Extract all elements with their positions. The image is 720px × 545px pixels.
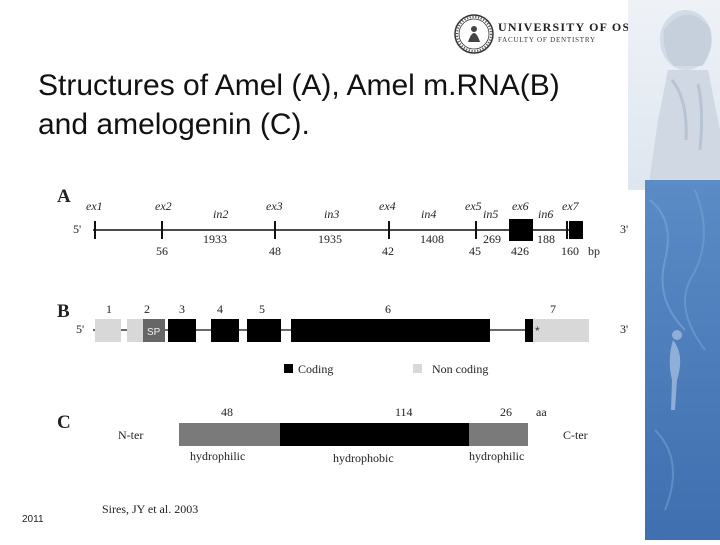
label-ex3: ex3 [266,199,283,213]
exon-2-tick [161,221,163,239]
exon-6-coding [291,319,490,342]
panel-a-5prime: 5' [73,222,81,236]
statue-decoration-icon [628,0,720,190]
exon-1-tick [94,221,96,239]
size-in3: 1935 [318,232,342,246]
hydrophilic-n-domain [179,423,280,446]
exon-5-tick [475,221,477,239]
legend-coding-swatch [284,364,293,373]
label-ex1: ex1 [86,199,103,213]
count-hydrophobic: 114 [395,405,413,419]
exon-7-box [569,221,583,239]
exon-number-5: 5 [259,302,265,316]
label-ex6: ex6 [512,199,529,213]
label-in6: in6 [538,207,553,221]
label-ex5: ex5 [465,199,482,213]
size-in6: 188 [537,232,555,246]
university-name: UNIVERSITY OF OSLO [498,20,651,34]
label-ex2: ex2 [155,199,172,213]
stop-codon-marker: * [535,324,540,338]
size-ex4: 42 [382,244,394,258]
size-in4: 1408 [420,232,444,246]
footer-year: 2011 [22,514,44,525]
size-ex3: 48 [269,244,281,258]
decorative-blue-panel [645,180,720,540]
panel-b-label: B [57,301,70,322]
label-ex4: ex4 [379,199,396,213]
exon-4-coding [211,319,239,342]
hydrophobic-label: hydrophobic [333,451,394,465]
exon-7-coding [525,319,533,342]
label-ex7: ex7 [562,199,580,213]
slide-title-line-1: Structures of Amel (A), Amel m.RNA(B) [38,69,560,102]
amelogenin-structure-diagram: A 5' 3' ex1 ex2 ex3 ex4 ex5 ex6 ex7 in2 … [57,186,628,465]
exon-number-3: 3 [179,302,185,316]
panel-a-3prime: 3' [620,222,628,236]
panel-b-5prime: 5' [76,322,84,336]
count-unit: aa [536,405,547,419]
count-n-domain: 48 [221,405,233,419]
exon-number-4: 4 [217,302,223,316]
label-in4: in4 [421,207,436,221]
exon-number-6: 6 [385,302,391,316]
exon-3-coding [168,319,196,342]
size-ex7: 160 [561,244,579,258]
exon-number-2: 2 [144,302,150,316]
exon-1-noncoding [95,319,121,342]
label-in2: in2 [213,207,228,221]
exon-7-noncoding [533,319,589,342]
exon-number-1: 1 [106,302,112,316]
exon-number-7: 7 [550,302,556,316]
size-unit: bp [588,244,600,258]
legend-coding-label: Coding [298,362,333,376]
hydrophilic-c-domain [469,423,528,446]
size-ex5: 45 [469,244,481,258]
faculty-name: FACULTY OF DENTISTRY [498,36,596,44]
exon-4-tick [388,221,390,239]
panel-b-3prime: 3' [620,322,628,336]
citation: Sires, JY et al. 2003 [102,502,199,516]
exon-5-coding [247,319,281,342]
exon-3-tick [274,221,276,239]
size-in5: 269 [483,232,501,246]
c-terminus-label: C-ter [563,428,588,442]
university-seal-icon [454,14,494,54]
exon-6-box [509,219,533,241]
hydrophilic-c-label: hydrophilic [469,449,524,463]
hydrophobic-domain [280,423,469,446]
hydrophilic-n-label: hydrophilic [190,449,245,463]
slide-title-line-2: and amelogenin (C). [38,108,310,141]
label-in5: in5 [483,207,498,221]
exon-7-tick [566,221,568,239]
legend-noncoding-swatch [413,364,422,373]
exon-2-noncoding [127,319,143,342]
slide-title: Structures of Amel (A), Amel m.RNA(B) an… [38,66,698,144]
size-in2: 1933 [203,232,227,246]
panel-c-label: C [57,412,71,433]
signal-peptide-box [143,319,165,342]
label-in3: in3 [324,207,339,221]
legend-noncoding-label: Non coding [432,362,488,376]
n-terminus-label: N-ter [118,428,143,442]
count-c-domain: 26 [500,405,512,419]
size-ex2: 56 [156,244,168,258]
panel-a-label: A [57,186,71,207]
size-ex6: 426 [511,244,529,258]
signal-peptide-label: SP [147,327,161,338]
